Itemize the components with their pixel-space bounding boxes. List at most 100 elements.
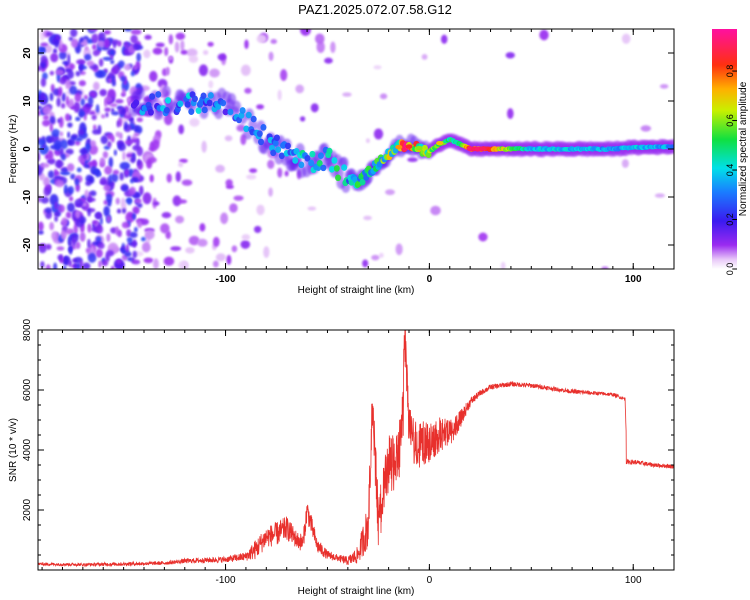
- heatmap-cell: [121, 183, 129, 192]
- heatmap-cell: [88, 29, 98, 32]
- heatmap-cell: [65, 148, 74, 155]
- heatmap-cell: [226, 254, 232, 265]
- heatmap-cell: [152, 258, 159, 269]
- heatmap-cell: [270, 149, 277, 157]
- heatmap-cell: [333, 165, 340, 172]
- heatmap-cell: [73, 224, 79, 235]
- heatmap-cell: [316, 41, 325, 53]
- snr-xtick-label: -100: [216, 575, 236, 586]
- heatmap-cell: [220, 99, 227, 107]
- heatmap-cell: [100, 135, 109, 145]
- snr-ticks: -100 0 100 2000 4000 6000 8000: [22, 318, 675, 586]
- heatmap-cell: [621, 158, 629, 168]
- heatmap-cell: [206, 99, 213, 107]
- heatmap-cell: [175, 171, 181, 183]
- heatmap-cell: [280, 69, 288, 81]
- heatmap-cell: [233, 195, 244, 201]
- heatmap-cell: [308, 159, 315, 167]
- heatmap-cell: [85, 180, 92, 186]
- heatmap-cell: [395, 243, 403, 256]
- heatmap-cell: [110, 265, 115, 269]
- heatmap-cell: [70, 135, 77, 141]
- heatmap-cell: [92, 220, 98, 225]
- heatmap-cell: [232, 100, 242, 113]
- heatmap-cell: [84, 189, 89, 200]
- heatmap-cell: [177, 100, 184, 108]
- heatmap-cell: [67, 185, 75, 195]
- heatmap-cell: [328, 166, 335, 173]
- heatmap-cell: [136, 52, 142, 62]
- heatmap-cell: [430, 205, 441, 216]
- snr-series: [38, 330, 674, 568]
- heatmap-cell: [142, 192, 152, 205]
- heatmap-cell: [49, 222, 55, 231]
- heatmap-cell: [175, 215, 185, 224]
- heatmap-cell: [79, 64, 83, 74]
- heatmap-cell: [185, 247, 195, 254]
- heatmap-cell: [40, 261, 45, 269]
- heatmap-cell: [92, 129, 101, 135]
- heatmap-cell: [119, 161, 131, 170]
- heatmap-cell: [57, 204, 65, 213]
- heatmap-cell: [99, 89, 107, 97]
- heatmap-cell: [103, 38, 111, 49]
- heatmap-cell: [133, 43, 140, 51]
- heatmap-cell: [65, 211, 72, 219]
- heatmap-cell: [275, 146, 282, 153]
- heatmap-cell: [129, 138, 139, 143]
- heatmap-cell: [132, 259, 141, 265]
- heatmap-cell: [134, 198, 142, 204]
- heatmap-cell: [115, 98, 124, 104]
- heatmap-cell: [116, 208, 122, 214]
- heatmap-cell: [222, 108, 229, 116]
- heatmap-cell: [146, 159, 153, 169]
- heatmap-cell: [132, 212, 136, 221]
- spectrogram-ytick-label: -10: [22, 189, 33, 204]
- heatmap-cell: [174, 41, 180, 53]
- spectrogram-heatmap: [38, 29, 674, 269]
- heatmap-cell: [58, 51, 67, 60]
- heatmap-cell: [67, 131, 71, 139]
- snr-ytick-label: 4000: [22, 438, 33, 461]
- heatmap-cell: [74, 140, 81, 146]
- heatmap-cell: [299, 116, 306, 122]
- heatmap-cell: [76, 59, 86, 65]
- heatmap-cell: [87, 252, 97, 263]
- heatmap-cell: [77, 129, 85, 136]
- heatmap-cell: [38, 243, 47, 248]
- heatmap-cell: [152, 47, 163, 55]
- heatmap-cell: [47, 137, 53, 143]
- heatmap-cell: [198, 64, 209, 77]
- heatmap-cell: [215, 253, 226, 262]
- snr-ylabel: SNR (10 * v/v): [8, 418, 19, 482]
- heatmap-cell: [126, 97, 131, 103]
- colorbar: 0.0 0.2 0.4 0.6 0.8 Normalized spectral ampl…: [712, 29, 749, 275]
- heatmap-cell: [73, 101, 81, 113]
- heatmap-cell: [60, 230, 67, 240]
- heatmap-cell: [244, 39, 249, 50]
- heatmap-cell: [53, 168, 58, 177]
- snr-panel: -100 0 100 2000 4000 6000 8000 Height of strai…: [8, 318, 675, 597]
- heatmap-cell: [188, 235, 200, 246]
- heatmap-cell: [243, 125, 250, 133]
- heatmap-cell: [44, 207, 53, 214]
- spectrogram-ytick-label: 10: [22, 95, 33, 107]
- heatmap-cell: [225, 184, 234, 189]
- heatmap-cell: [84, 45, 89, 51]
- heatmap-cell: [68, 240, 73, 247]
- heatmap-cell: [40, 42, 49, 47]
- heatmap-cell: [95, 236, 102, 243]
- heatmap-cell: [217, 53, 227, 61]
- snr-line: [38, 330, 674, 568]
- heatmap-cell: [436, 141, 444, 146]
- heatmap-cell: [304, 154, 311, 162]
- heatmap-cell: [84, 53, 92, 61]
- heatmap-cell: [189, 117, 200, 127]
- heatmap-cell: [52, 48, 58, 54]
- heatmap-cell: [106, 233, 111, 242]
- heatmap-cell: [45, 243, 52, 250]
- heatmap-cell: [47, 149, 54, 161]
- heatmap-cell: [85, 247, 91, 253]
